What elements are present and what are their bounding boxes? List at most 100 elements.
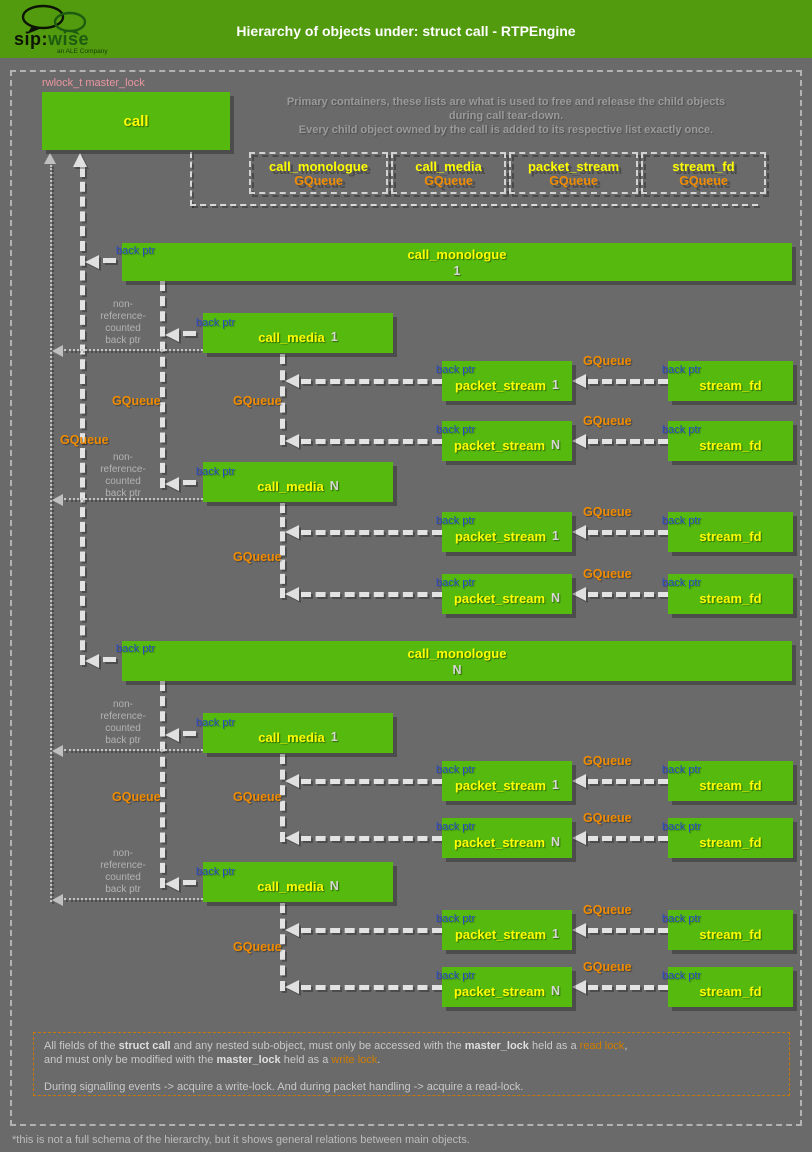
back-ptr-label: back ptr xyxy=(662,913,702,925)
arrow-dash-segment xyxy=(183,880,196,885)
back-ptr-label: back ptr xyxy=(436,577,476,589)
gqueue-line-horizontal xyxy=(588,379,668,384)
node-number: 1 xyxy=(330,730,338,744)
back-ptr-arrowhead-icon xyxy=(572,923,586,937)
gqueue-label: GQueue xyxy=(583,811,632,825)
back-ptr-dotted-arrowhead-icon xyxy=(52,894,63,906)
node-call-monologue-n: call_monologue N xyxy=(122,641,792,681)
gqueue-line-horizontal xyxy=(588,439,668,444)
back-ptr-label: back ptr xyxy=(662,821,702,833)
node-stream-fd-b: stream_fd xyxy=(668,421,793,461)
up-dotted-arrowhead-icon xyxy=(44,153,56,164)
gqueue-line-vertical xyxy=(190,152,192,206)
note-read-lock: read lock xyxy=(579,1040,625,1052)
node-stream-fd-c: stream_fd xyxy=(668,512,793,552)
arrow-dash-segment xyxy=(103,258,116,263)
gqueue-label: GQueue xyxy=(583,414,632,428)
node-stream-fd-g: stream_fd xyxy=(668,910,793,950)
node-call-monologue-1: call_monologue 1 xyxy=(122,243,792,281)
back-ptr-arrowhead-icon xyxy=(285,374,299,388)
node-number: N xyxy=(452,663,462,677)
diagram-border xyxy=(10,70,802,1126)
container-type: GQueue xyxy=(294,173,343,188)
node-stream-fd-e: stream_fd xyxy=(668,761,793,801)
node-name: packet_stream xyxy=(453,437,546,453)
node-call-media-1-a: call_media 1 xyxy=(203,313,393,353)
node-packet-stream-1-c: packet_stream 1 xyxy=(442,761,572,801)
gqueue-line-horizontal xyxy=(301,439,442,444)
node-name: packet_stream xyxy=(454,377,547,393)
node-name: call_media xyxy=(257,878,324,894)
gqueue-label: GQueue xyxy=(583,960,632,974)
gqueue-line-horizontal xyxy=(588,928,668,933)
gqueue-label: GQueue xyxy=(112,790,161,804)
gqueue-line-horizontal xyxy=(588,592,668,597)
node-packet-stream-1-a: packet_stream 1 xyxy=(442,361,572,401)
gqueue-line-horizontal xyxy=(588,530,668,535)
back-ptr-label: back ptr xyxy=(196,317,236,329)
back-ptr-label: back ptr xyxy=(436,913,476,925)
container-name: packet_stream xyxy=(527,158,620,174)
container-stream-fd-list: stream_fd GQueue xyxy=(641,152,766,194)
node-packet-stream-1-b: packet_stream 1 xyxy=(442,512,572,552)
speech-bubbles-icon xyxy=(21,4,87,35)
back-ptr-arrowhead-icon xyxy=(85,255,99,269)
back-ptr-arrowhead-icon xyxy=(285,923,299,937)
node-packet-stream-n-a: packet_stream N xyxy=(442,421,572,461)
gqueue-line-horizontal xyxy=(301,779,442,784)
back-ptr-label: back ptr xyxy=(662,577,702,589)
gqueue-line-vertical xyxy=(160,281,165,488)
arrow-dash-segment xyxy=(183,731,196,736)
arrow-dash-segment xyxy=(103,657,116,662)
node-number: N xyxy=(329,879,339,893)
gqueue-line-horizontal xyxy=(301,928,442,933)
node-stream-fd-a: stream_fd xyxy=(668,361,793,401)
footnote: *this is not a full schema of the hierar… xyxy=(12,1134,470,1146)
gqueue-line-horizontal xyxy=(588,836,668,841)
node-name: packet_stream xyxy=(453,834,546,850)
container-type: GQueue xyxy=(679,173,728,188)
gqueue-line-horizontal xyxy=(588,985,668,990)
gqueue-line-horizontal xyxy=(301,985,442,990)
node-call-media-n-b: call_media N xyxy=(203,862,393,902)
back-ptr-arrowhead-icon xyxy=(285,525,299,539)
gqueue-line-horizontal xyxy=(301,530,442,535)
node-name: packet_stream xyxy=(454,777,547,793)
node-name: stream_fd xyxy=(699,437,762,453)
node-stream-fd-h: stream_fd xyxy=(668,967,793,1007)
gqueue-label: GQueue xyxy=(583,754,632,768)
node-number: N xyxy=(551,438,561,452)
node-packet-stream-1-d: packet_stream 1 xyxy=(442,910,572,950)
note-text: and any nested sub-object, must only be … xyxy=(170,1040,465,1052)
gqueue-label: GQueue xyxy=(233,940,282,954)
back-ptr-arrowhead-icon xyxy=(85,654,99,668)
node-number: 1 xyxy=(552,529,559,543)
gqueue-label: GQueue xyxy=(233,550,282,564)
container-name: call_monologue xyxy=(269,158,368,174)
node-name: stream_fd xyxy=(699,834,762,850)
locking-note-line-3: During signalling events -> acquire a wr… xyxy=(44,1081,524,1093)
non-ref-back-ptr-label: non- reference- counted back ptr xyxy=(100,848,146,895)
back-ptr-arrowhead-icon xyxy=(165,877,179,891)
node-call: call xyxy=(42,92,230,150)
gqueue-label: GQueue xyxy=(60,433,109,447)
gqueue-line-horizontal xyxy=(64,898,203,900)
node-name: packet_stream xyxy=(454,528,547,544)
gqueue-line-horizontal xyxy=(64,749,203,751)
back-ptr-label: back ptr xyxy=(436,970,476,982)
node-name: packet_stream xyxy=(453,983,546,999)
node-number: N xyxy=(551,984,561,998)
gqueue-line-vertical xyxy=(280,903,285,991)
gqueue-line-horizontal xyxy=(190,204,758,206)
back-ptr-label: back ptr xyxy=(436,364,476,376)
node-number: 1 xyxy=(552,378,559,392)
gqueue-label: GQueue xyxy=(583,567,632,581)
node-number: N xyxy=(551,835,561,849)
gqueue-line-vertical xyxy=(280,503,285,598)
node-name: stream_fd xyxy=(699,528,762,544)
note-bold: struct call xyxy=(118,1040,171,1052)
master-lock-label: rwlock_t master_lock xyxy=(42,77,145,89)
back-ptr-arrowhead-icon xyxy=(285,774,299,788)
node-number: 1 xyxy=(552,927,559,941)
